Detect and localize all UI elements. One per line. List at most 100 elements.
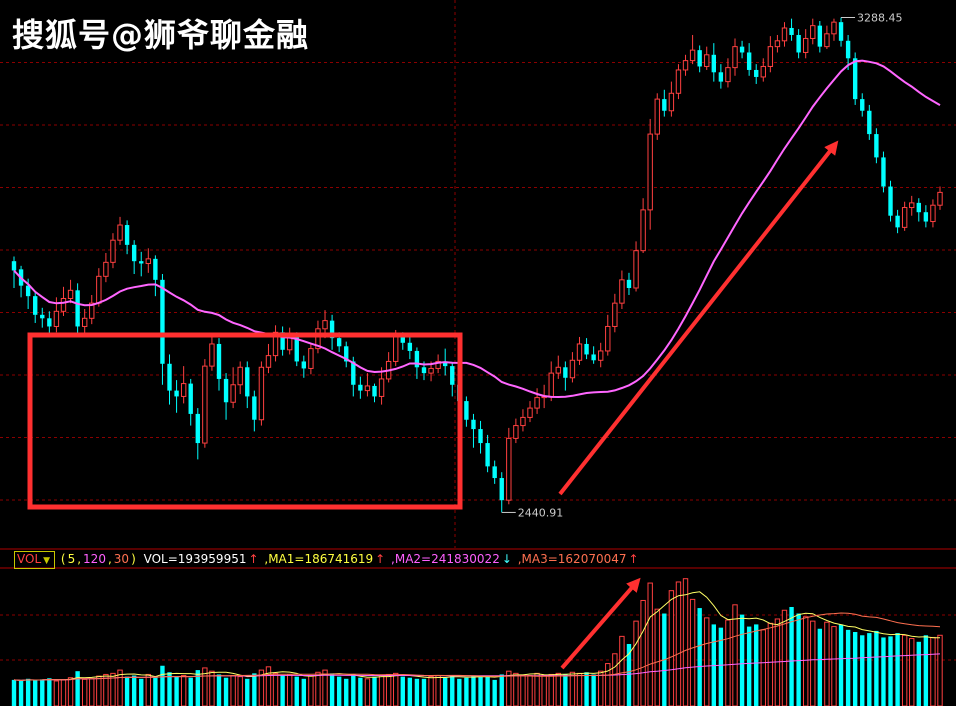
candle-body xyxy=(937,191,943,206)
candle-body xyxy=(364,385,371,392)
volume-bar xyxy=(471,675,476,706)
volume-bar xyxy=(485,675,490,706)
candle-body xyxy=(145,258,151,265)
candle-body xyxy=(60,297,67,312)
candle-body xyxy=(478,429,483,444)
ma1-value: ,MA1=186741619 xyxy=(264,552,374,566)
param-5: 5 xyxy=(67,552,76,566)
candle-body xyxy=(428,367,434,374)
volume-bar xyxy=(450,675,455,706)
candle-body xyxy=(450,366,455,385)
volume-bar xyxy=(167,672,172,706)
candle-body xyxy=(315,328,321,350)
volume-bar xyxy=(860,635,865,706)
volume-bar xyxy=(442,677,448,706)
candle-body xyxy=(909,202,915,209)
volume-bar xyxy=(633,620,639,706)
volume-bar xyxy=(272,672,279,706)
uptrend-arrow xyxy=(558,140,839,496)
candle-body xyxy=(301,361,307,369)
volume-bar xyxy=(492,679,497,706)
candle-body xyxy=(824,33,830,48)
params-open: ( xyxy=(60,552,66,566)
candle-body xyxy=(53,310,60,327)
candle-body xyxy=(718,72,724,82)
candle-body xyxy=(591,354,596,361)
volume-bar xyxy=(591,674,596,706)
vol-ma1-line xyxy=(13,591,940,681)
candle-body xyxy=(174,390,179,397)
volume-bar xyxy=(117,669,123,706)
candle-body xyxy=(47,318,52,327)
volume-bar xyxy=(576,672,583,706)
candle-body xyxy=(619,279,625,304)
volume-bar xyxy=(124,676,130,706)
candle-body xyxy=(139,261,144,264)
candle-body xyxy=(874,134,879,158)
volume-bar xyxy=(372,676,377,706)
volume-bar xyxy=(569,671,576,706)
volume-bar xyxy=(47,678,52,706)
candle-body xyxy=(188,383,193,414)
candle-body xyxy=(612,302,618,327)
volume-bar xyxy=(180,675,187,706)
volume-bar xyxy=(810,620,816,706)
volume-bar xyxy=(393,672,399,706)
volume-bar xyxy=(555,672,561,706)
volume-bar xyxy=(895,633,900,706)
volume-bar xyxy=(280,675,285,706)
vol-ma3-line xyxy=(13,612,941,681)
candle-body xyxy=(180,383,187,397)
volume-bar xyxy=(344,678,349,706)
volume-layer xyxy=(11,578,943,706)
volume-bar xyxy=(174,676,179,706)
ma-line xyxy=(13,59,941,399)
candle-body xyxy=(358,384,363,391)
candle-body xyxy=(760,65,766,78)
volume-bar xyxy=(520,675,526,706)
candle-body xyxy=(407,342,413,351)
candle-body xyxy=(662,99,667,111)
candle-body xyxy=(252,396,257,420)
candle-body xyxy=(167,363,172,391)
volume-bar xyxy=(464,677,469,706)
candle-body xyxy=(682,60,689,71)
candle-body xyxy=(308,348,314,369)
volume-bar xyxy=(153,677,158,706)
candle-body xyxy=(344,346,349,362)
candle-body xyxy=(245,367,250,397)
candle-body xyxy=(697,50,702,67)
volume-bar xyxy=(103,673,109,706)
candle-body xyxy=(520,416,526,427)
candle-body xyxy=(569,359,576,379)
candle-body xyxy=(421,367,427,374)
candle-body xyxy=(499,478,504,501)
candle-body xyxy=(442,361,448,367)
candle-body xyxy=(901,207,908,228)
volume-bar xyxy=(160,665,165,706)
volume-bar xyxy=(852,632,858,706)
candle-body xyxy=(555,366,561,374)
vol-indicator-selector[interactable]: VOL ▼ xyxy=(14,551,56,569)
ma2-value: ,MA2=241830022 xyxy=(391,552,500,566)
candle-body xyxy=(153,258,158,280)
candle-body xyxy=(732,46,738,69)
candle-body xyxy=(351,361,356,385)
candle-body xyxy=(725,67,731,83)
volume-bar xyxy=(131,675,137,706)
candle-body xyxy=(280,332,285,350)
volume-bar xyxy=(563,674,568,706)
candle-body xyxy=(704,54,710,67)
volume-bar xyxy=(675,581,682,706)
vol-arrow-icon: ↑ xyxy=(248,552,259,566)
volume-bar xyxy=(478,676,483,706)
candle-body xyxy=(860,99,865,111)
volume-bar xyxy=(874,630,879,706)
volume-bar xyxy=(322,669,328,706)
candle-body xyxy=(110,239,116,263)
candle-body xyxy=(527,407,533,418)
volume-bar xyxy=(867,633,872,706)
candle-body xyxy=(930,204,936,223)
volume-bar xyxy=(937,634,943,706)
